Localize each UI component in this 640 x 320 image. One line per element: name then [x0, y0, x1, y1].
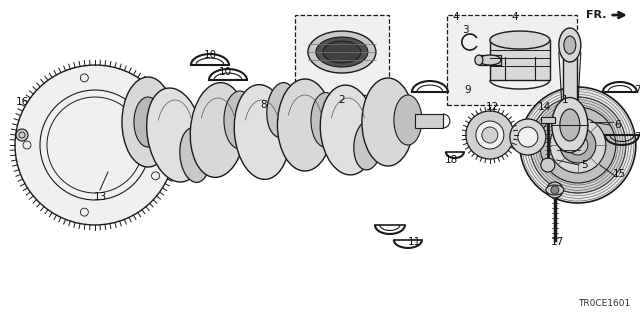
Circle shape [541, 158, 555, 172]
Ellipse shape [308, 31, 376, 73]
Text: FR.: FR. [586, 10, 607, 20]
Circle shape [518, 127, 538, 147]
Circle shape [568, 135, 588, 155]
Circle shape [16, 129, 28, 141]
Ellipse shape [559, 28, 581, 62]
Text: 4: 4 [452, 12, 459, 22]
Circle shape [152, 172, 159, 180]
Ellipse shape [180, 128, 210, 182]
Ellipse shape [320, 85, 376, 175]
Circle shape [81, 74, 88, 82]
Ellipse shape [564, 36, 576, 54]
Ellipse shape [475, 55, 483, 65]
Circle shape [551, 186, 559, 194]
Ellipse shape [394, 95, 422, 145]
Text: 8: 8 [260, 100, 268, 110]
Bar [295, 15, 389, 95]
Text: TR0CE1601: TR0CE1601 [577, 299, 630, 308]
Bar [415, 114, 443, 128]
Ellipse shape [224, 91, 256, 149]
Text: 1: 1 [561, 95, 568, 105]
Text: 2: 2 [339, 95, 345, 105]
Text: 5: 5 [582, 160, 588, 170]
Text: 10: 10 [218, 67, 232, 77]
Circle shape [520, 87, 636, 203]
Circle shape [530, 97, 626, 193]
Text: 3: 3 [463, 25, 469, 35]
Ellipse shape [316, 37, 368, 67]
Text: 7: 7 [634, 132, 640, 142]
Text: 14: 14 [538, 102, 552, 112]
Ellipse shape [311, 92, 341, 148]
Ellipse shape [277, 79, 332, 171]
Circle shape [482, 127, 498, 143]
Ellipse shape [552, 98, 588, 153]
Bar [479, 55, 501, 65]
Ellipse shape [546, 185, 564, 195]
Circle shape [23, 141, 31, 149]
Circle shape [547, 182, 563, 198]
Text: 12: 12 [486, 102, 499, 112]
Ellipse shape [323, 41, 361, 63]
Text: 9: 9 [465, 85, 471, 95]
Ellipse shape [362, 78, 414, 166]
Ellipse shape [234, 85, 290, 180]
Ellipse shape [122, 77, 174, 167]
Circle shape [550, 117, 606, 173]
Circle shape [152, 110, 159, 118]
Bar [447, 15, 577, 105]
Circle shape [560, 127, 596, 163]
Text: 15: 15 [613, 169, 627, 179]
Circle shape [19, 132, 25, 138]
Circle shape [47, 97, 143, 193]
Bar [490, 40, 550, 80]
Circle shape [510, 119, 546, 155]
Circle shape [40, 90, 150, 200]
Ellipse shape [479, 55, 501, 65]
Text: 13: 13 [93, 192, 107, 202]
Text: 6: 6 [614, 120, 621, 130]
Circle shape [476, 121, 504, 149]
Ellipse shape [190, 83, 246, 177]
Ellipse shape [354, 120, 382, 170]
Ellipse shape [147, 88, 204, 182]
Text: 17: 17 [551, 237, 564, 247]
Ellipse shape [560, 109, 580, 141]
Text: 18: 18 [445, 155, 458, 165]
Bar [563, 47, 577, 107]
Text: 11: 11 [408, 237, 422, 247]
Circle shape [15, 65, 175, 225]
Circle shape [466, 111, 514, 159]
Text: 4: 4 [511, 12, 518, 22]
Bar [541, 117, 555, 123]
Ellipse shape [490, 31, 550, 49]
Text: 7: 7 [634, 85, 640, 95]
Circle shape [540, 107, 616, 183]
Ellipse shape [134, 97, 162, 147]
Text: 10: 10 [204, 50, 216, 60]
Text: 16: 16 [15, 97, 29, 107]
Circle shape [81, 208, 88, 216]
Ellipse shape [267, 83, 297, 137]
